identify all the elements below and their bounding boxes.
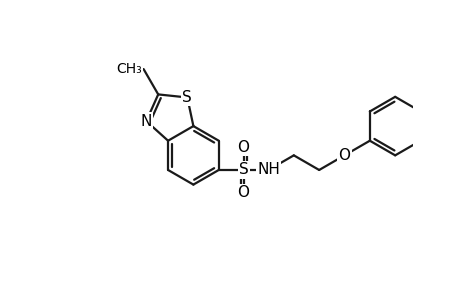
Text: CH₃: CH₃ <box>116 62 142 76</box>
Text: S: S <box>182 90 192 105</box>
Text: O: O <box>237 185 249 200</box>
Text: NH: NH <box>257 163 280 178</box>
Text: O: O <box>237 140 249 155</box>
Text: O: O <box>338 148 350 163</box>
Text: S: S <box>238 163 248 178</box>
Text: N: N <box>140 114 151 129</box>
